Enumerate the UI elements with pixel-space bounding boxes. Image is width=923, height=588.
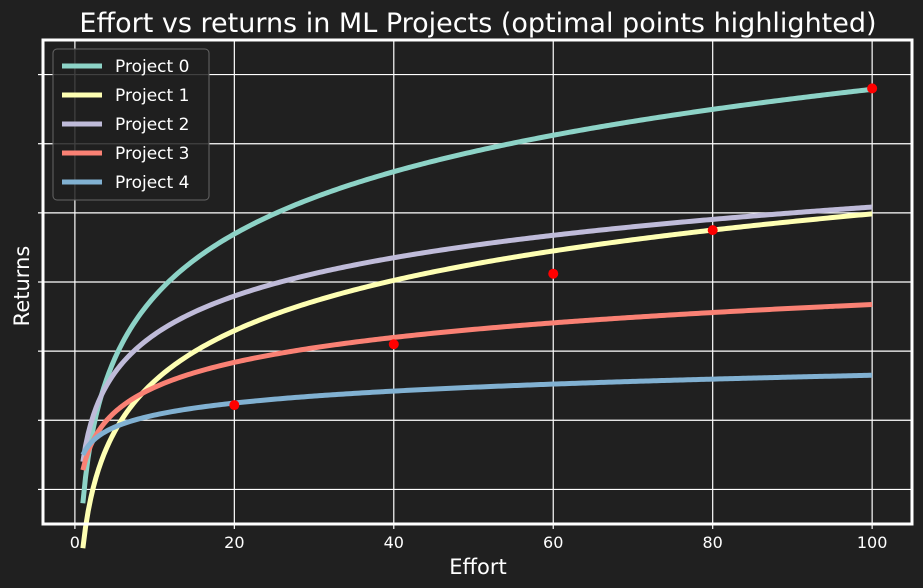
optimal-point-2 <box>548 268 559 279</box>
optimal-points <box>229 83 878 411</box>
x-tick-label: 80 <box>703 533 723 552</box>
optimal-point-3 <box>388 339 399 350</box>
legend-label-0: Project 0 <box>115 57 189 77</box>
x-tick-label: 100 <box>857 533 888 552</box>
optimal-point-4 <box>229 400 240 411</box>
legend-label-4: Project 4 <box>115 173 189 193</box>
legend: Project 0 Project 1 Project 2 Project 3 Proj… <box>52 48 210 201</box>
y-ticks <box>38 73 43 491</box>
series-line-4 <box>80 372 873 457</box>
optimal-point-1 <box>707 225 718 236</box>
series-line-3 <box>80 301 873 471</box>
chart-title: Effort vs returns in ML Projects (optima… <box>79 8 876 39</box>
series-line-2 <box>80 204 873 463</box>
series-line-0 <box>80 86 873 504</box>
legend-label-3: Project 3 <box>115 144 189 164</box>
x-axis-title: Effort <box>449 555 506 579</box>
x-tick-label: 0 <box>70 533 80 552</box>
series-line-1 <box>80 211 873 549</box>
legend-label-1: Project 1 <box>115 86 189 106</box>
x-tick-label: 60 <box>543 533 563 552</box>
y-axis-title: Returns <box>10 246 34 327</box>
x-tick-label: 40 <box>384 533 404 552</box>
legend-box <box>52 48 210 201</box>
legend-label-2: Project 2 <box>115 115 189 135</box>
x-ticks: 0 20 40 60 80 100 <box>70 524 888 552</box>
series-lines <box>80 86 873 549</box>
optimal-point-0 <box>867 83 878 94</box>
x-tick-label: 20 <box>224 533 244 552</box>
